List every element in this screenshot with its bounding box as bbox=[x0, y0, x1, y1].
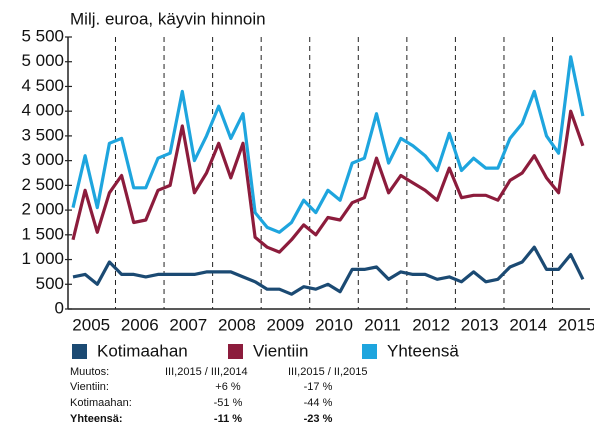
table-cell: -51 % bbox=[214, 397, 243, 409]
legend-swatch bbox=[362, 344, 377, 359]
legend-swatch bbox=[228, 344, 243, 359]
table-cell: Vientiin: bbox=[70, 381, 109, 393]
y-tick-label: 0 bbox=[55, 298, 64, 317]
legend-swatch bbox=[72, 344, 87, 359]
table-header: III,2015 / III,2014 bbox=[165, 366, 248, 378]
y-tick-label: 500 bbox=[36, 274, 64, 293]
y-tick-label: 2 500 bbox=[21, 175, 64, 194]
y-tick-label: 5 000 bbox=[21, 51, 64, 70]
x-tick-label: 2012 bbox=[412, 315, 450, 334]
y-tick-label: 3 500 bbox=[21, 125, 64, 144]
y-tick-label: 4 000 bbox=[21, 101, 64, 120]
x-tick-label: 2010 bbox=[315, 315, 353, 334]
x-tick-label: 2011 bbox=[364, 315, 401, 334]
legend-label: Yhteensä bbox=[387, 341, 459, 360]
series-line bbox=[71, 109, 585, 254]
table-cell: Kotimaahan: bbox=[70, 397, 132, 409]
y-tick-label: 1 500 bbox=[21, 224, 64, 243]
legend-label: Kotimaahan bbox=[97, 341, 188, 360]
x-tick-label: 2005 bbox=[72, 315, 110, 334]
table-header: III,2015 / II,2015 bbox=[288, 366, 368, 378]
x-tick-label: 2013 bbox=[461, 315, 499, 334]
y-tick-label: 2 000 bbox=[21, 200, 64, 219]
table-cell: Yhteensä: bbox=[70, 413, 123, 425]
x-tick-label: 2009 bbox=[267, 315, 305, 334]
table-cell: +6 % bbox=[215, 381, 241, 393]
legend-label: Vientiin bbox=[253, 341, 308, 360]
series-line bbox=[72, 245, 585, 296]
table-cell: -11 % bbox=[214, 413, 242, 425]
x-tick-label: 2008 bbox=[218, 315, 256, 334]
x-tick-label: 2007 bbox=[169, 315, 207, 334]
x-tick-label: 2015 bbox=[558, 315, 594, 334]
y-tick-label: 5 500 bbox=[21, 26, 64, 45]
y-axis-label: Milj. euroa, käyvin hinnoin bbox=[70, 9, 266, 28]
table-cell: -44 % bbox=[304, 397, 333, 409]
table-cell: -17 % bbox=[304, 381, 333, 393]
x-tick-label: 2014 bbox=[509, 315, 547, 334]
y-tick-label: 4 500 bbox=[21, 76, 64, 95]
x-tick-label: 2006 bbox=[121, 315, 159, 334]
table-header: Muutos: bbox=[70, 366, 109, 378]
y-tick-label: 1 000 bbox=[21, 249, 64, 268]
y-tick-label: 3 000 bbox=[21, 150, 64, 169]
series-line bbox=[71, 55, 585, 234]
table-cell: -23 % bbox=[304, 413, 333, 425]
